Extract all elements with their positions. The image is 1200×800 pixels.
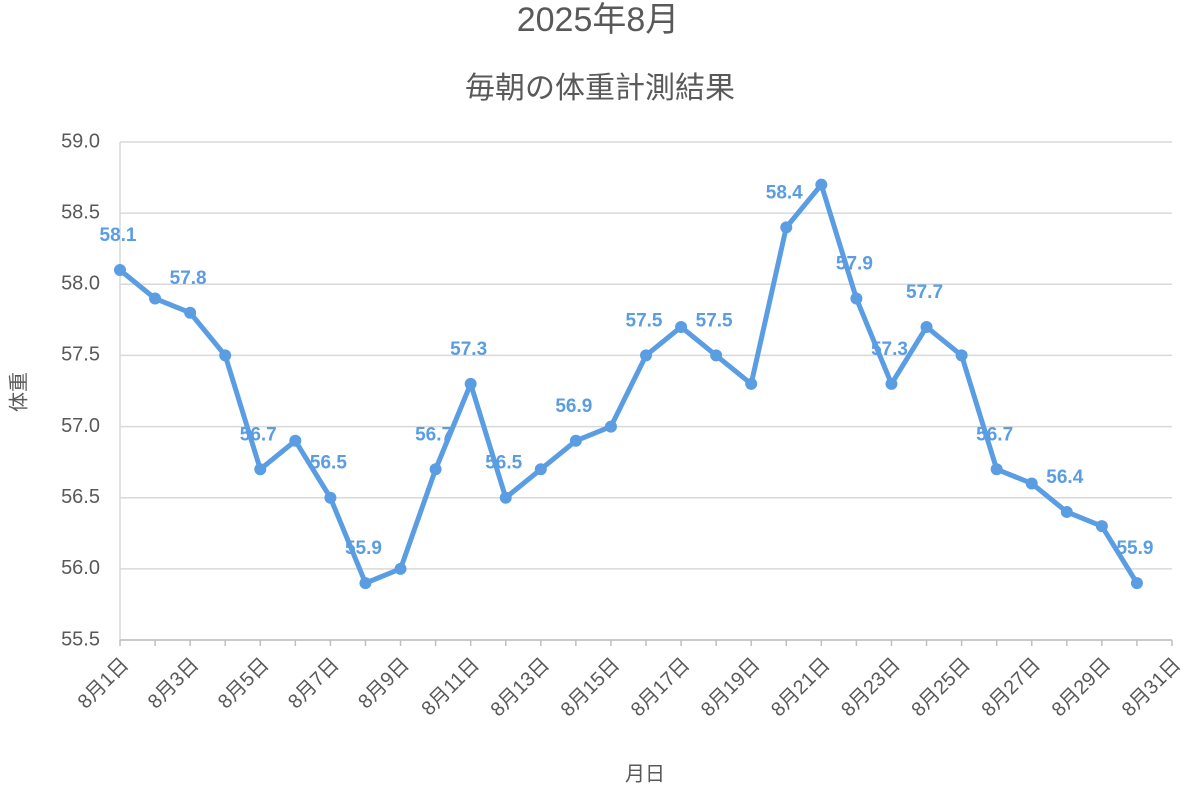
data-label: 57.5	[626, 310, 663, 331]
data-point	[1060, 505, 1073, 518]
data-point	[464, 377, 477, 390]
data-point	[675, 320, 688, 333]
data-point	[569, 434, 582, 447]
x-tick-label: 8月15日	[557, 654, 624, 721]
data-point	[604, 420, 617, 433]
y-tick-label: 59.0	[61, 130, 100, 152]
data-point	[920, 320, 933, 333]
data-label: 56.5	[485, 453, 522, 474]
data-label: 55.9	[345, 538, 382, 559]
data-point	[745, 377, 758, 390]
y-tick-label: 57.5	[61, 344, 100, 366]
x-tick-label: 8月27日	[978, 654, 1045, 721]
x-axis-label: 月日	[625, 763, 665, 785]
data-point	[184, 306, 197, 319]
data-point	[955, 349, 968, 362]
x-tick-label: 8月3日	[144, 654, 204, 714]
data-label: 57.3	[871, 339, 908, 360]
data-point	[219, 349, 232, 362]
x-tick-label: 8月1日	[74, 654, 134, 714]
data-label: 56.9	[555, 396, 592, 417]
data-point	[1130, 577, 1143, 590]
y-tick-label: 55.5	[61, 628, 100, 650]
data-label: 57.9	[836, 254, 873, 275]
data-point	[429, 463, 442, 476]
data-label: 57.8	[170, 268, 207, 289]
data-point	[885, 377, 898, 390]
x-tick-label: 8月19日	[697, 654, 764, 721]
y-tick-label: 58.5	[61, 201, 100, 223]
x-tick-label: 8月17日	[627, 654, 694, 721]
data-label: 57.7	[906, 282, 943, 303]
data-line	[118, 182, 1140, 586]
data-point	[394, 562, 407, 575]
data-label: 57.3	[450, 339, 487, 360]
y-tick-label: 56.0	[61, 557, 100, 579]
chart-title: 2025年8月	[517, 1, 680, 39]
data-label: 58.1	[100, 225, 137, 246]
data-point	[534, 463, 547, 476]
data-point	[640, 349, 652, 362]
x-tick-label: 8月7日	[284, 654, 344, 714]
data-point	[149, 292, 162, 305]
data-point	[850, 292, 863, 305]
chart-subtitle: 毎朝の体重計測結果	[465, 72, 735, 105]
data-point	[324, 491, 337, 504]
x-tick-label: 8月13日	[487, 654, 554, 721]
x-tick-label: 8月25日	[907, 654, 974, 721]
x-tick-label: 8月9日	[354, 654, 414, 714]
data-label: 56.5	[310, 453, 347, 474]
data-label: 56.7	[240, 424, 277, 445]
data-point	[1025, 477, 1038, 490]
data-label: 58.4	[766, 182, 803, 203]
data-label: 55.9	[1116, 538, 1153, 559]
data-point	[114, 264, 126, 277]
data-point	[780, 221, 793, 234]
x-tick-label: 8月23日	[837, 654, 904, 721]
y-tick-label: 56.5	[61, 486, 100, 508]
data-point	[289, 434, 302, 447]
data-label: 56.4	[1046, 467, 1083, 488]
x-tick-label: 8月29日	[1048, 654, 1115, 721]
x-tick-label: 8月21日	[767, 654, 834, 721]
data-point	[254, 463, 267, 476]
y-axis-label: 体重	[7, 372, 30, 412]
data-point	[815, 178, 828, 191]
data-point	[359, 577, 372, 590]
y-tick-label: 57.0	[61, 415, 100, 437]
data-label: 57.5	[696, 310, 733, 331]
x-tick-label: 8月11日	[418, 654, 484, 720]
data-label: 56.7	[976, 424, 1013, 445]
x-tick-label: 8月31日	[1118, 654, 1185, 721]
data-point	[710, 349, 723, 362]
data-point	[990, 463, 1003, 476]
data-point	[499, 491, 512, 504]
y-tick-label: 58.0	[61, 273, 100, 295]
x-tick-label: 8月5日	[214, 654, 274, 714]
data-point	[1095, 520, 1108, 533]
data-label: 56.7	[415, 424, 452, 445]
